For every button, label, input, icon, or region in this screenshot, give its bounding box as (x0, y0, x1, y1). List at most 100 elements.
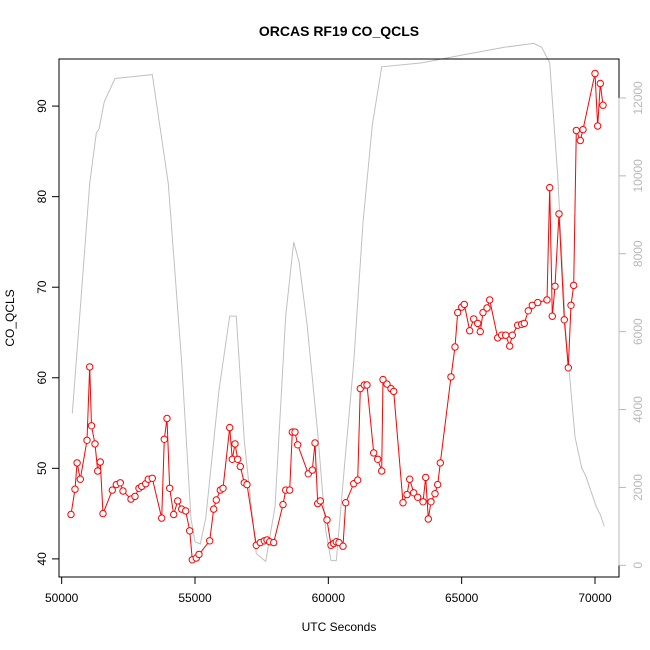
data-point-69 (342, 499, 350, 507)
y-tick-label: 40 (35, 552, 49, 566)
data-point-77 (378, 467, 386, 475)
x-tick-label: 65000 (445, 591, 479, 605)
x-tick-label: 60000 (312, 591, 346, 605)
data-point-117 (543, 296, 551, 304)
y-tick-label: 60 (35, 371, 49, 385)
data-point-63 (323, 516, 331, 524)
y-right-tick-label: 2000 (631, 474, 645, 501)
data-point-56 (291, 428, 299, 436)
data-point-57 (294, 441, 302, 449)
data-point-110 (508, 331, 516, 339)
co-series (67, 69, 607, 564)
y-tick-label: 50 (35, 461, 49, 475)
data-point-43 (236, 462, 245, 471)
data-point-62 (316, 497, 324, 505)
data-point-120 (551, 282, 559, 290)
data-point-98 (460, 300, 468, 309)
data-point-76 (374, 455, 382, 463)
data-point-75 (370, 449, 378, 457)
data-point-93 (436, 459, 444, 467)
data-point-101 (474, 319, 482, 328)
data-point-7 (91, 440, 99, 448)
data-point-88 (422, 473, 430, 482)
data-point-89 (424, 515, 432, 523)
x-axis: 50000 55000 60000 65000 70000 (45, 576, 612, 605)
y-axis-label: CO_QCLS (3, 289, 17, 346)
data-point-51 (270, 538, 278, 547)
altitude-series-line (71, 42, 605, 563)
data-point-85 (410, 489, 418, 497)
data-point-68 (339, 542, 347, 550)
data-point-14 (119, 487, 127, 495)
data-point-8 (94, 467, 102, 475)
data-point-94 (447, 373, 455, 381)
data-point-1 (71, 485, 79, 493)
x-tick-label: 50000 (45, 591, 79, 605)
data-point-128 (579, 125, 587, 134)
data-point-24 (163, 414, 171, 423)
data-point-41 (231, 440, 239, 448)
data-point-79 (383, 380, 391, 388)
data-point-60 (311, 439, 319, 447)
data-point-21 (148, 474, 157, 482)
data-point-54 (286, 486, 294, 494)
data-point-13 (116, 479, 125, 487)
data-point-130 (594, 122, 602, 130)
data-point-10 (99, 509, 107, 518)
y-right-tick-label: 10000 (631, 159, 645, 193)
data-point-52 (279, 500, 287, 509)
data-point-125 (570, 281, 578, 290)
data-point-16 (131, 492, 139, 501)
data-point-82 (399, 499, 407, 507)
y-right-tick-label: 12000 (631, 81, 645, 115)
data-point-9 (96, 458, 105, 466)
data-point-127 (576, 136, 584, 145)
plot-frame (58, 58, 620, 578)
y-tick-label: 90 (35, 99, 49, 113)
data-point-96 (454, 308, 462, 317)
data-point-36 (212, 496, 221, 504)
data-point-11 (108, 486, 117, 494)
y-right-tick-label: 8000 (631, 240, 645, 267)
data-point-34 (206, 537, 214, 545)
data-point-39 (226, 423, 234, 432)
data-point-114 (524, 307, 532, 315)
co-series-line (70, 73, 604, 561)
data-point-102 (476, 327, 484, 336)
data-point-103 (479, 308, 487, 317)
y-right-tick-label: 6000 (631, 318, 645, 345)
x-tick-label: 70000 (578, 591, 612, 605)
data-point-74 (363, 381, 371, 389)
data-point-35 (210, 505, 218, 513)
data-point-45 (243, 480, 251, 489)
x-tick-label: 55000 (178, 591, 212, 605)
data-point-105 (486, 296, 494, 304)
data-point-87 (419, 498, 427, 506)
data-point-59 (308, 466, 316, 474)
data-point-129 (591, 69, 599, 78)
data-point-84 (406, 475, 414, 483)
data-point-86 (414, 493, 422, 501)
data-point-81 (390, 387, 398, 396)
data-point-91 (431, 490, 439, 498)
data-point-0 (67, 510, 75, 519)
data-point-83 (403, 490, 411, 499)
data-point-118 (546, 183, 554, 192)
data-point-78 (379, 375, 387, 384)
y-right-tick-label: 4000 (631, 396, 645, 423)
data-point-99 (466, 327, 474, 335)
data-point-25 (166, 484, 174, 492)
data-point-4 (83, 436, 91, 444)
data-point-116 (534, 298, 542, 307)
data-point-22 (158, 514, 166, 522)
y-tick-label: 80 (35, 190, 49, 204)
y-right-tick-label: 0 (631, 562, 645, 569)
y-axis: 40 50 60 70 80 90 (35, 99, 60, 566)
data-point-33 (195, 550, 203, 559)
data-point-122 (560, 316, 568, 324)
data-point-71 (354, 476, 362, 484)
data-point-5 (86, 363, 94, 371)
data-point-90 (427, 498, 435, 506)
altitude-series (71, 42, 605, 563)
